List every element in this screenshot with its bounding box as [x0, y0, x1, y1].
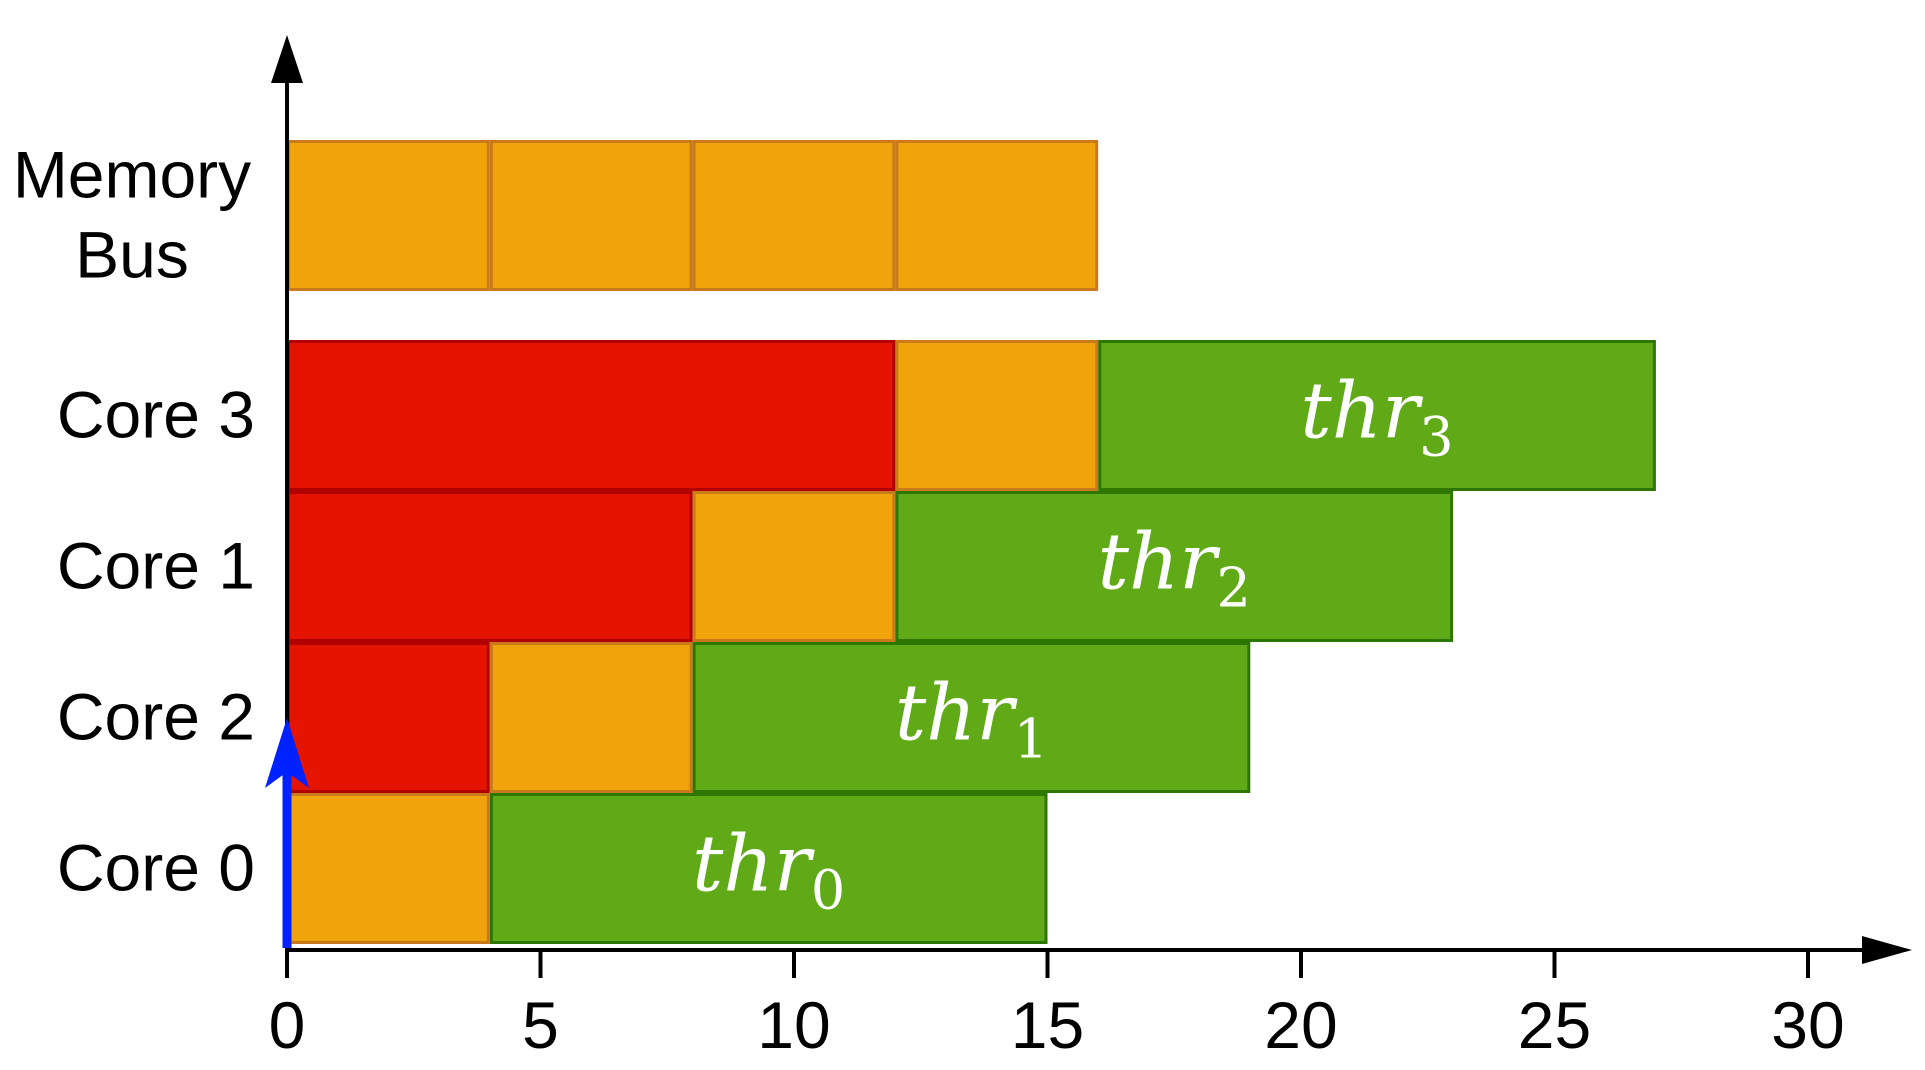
thread-label-subscript: 0 — [811, 859, 845, 922]
x-tick-label: 30 — [1771, 988, 1844, 1062]
compute-segment — [895, 491, 1454, 642]
y-axis-arrowhead — [271, 35, 303, 83]
lane-3: thr2 — [287, 491, 1454, 642]
thread-label-name: thr — [1300, 367, 1424, 457]
x-tick-label: 25 — [1518, 988, 1591, 1062]
x-tick-label: 0 — [269, 988, 306, 1062]
memory-segment — [287, 140, 490, 291]
x-tick-label: 10 — [757, 988, 830, 1062]
lane-2: thr3 — [287, 340, 1656, 491]
thread-label-subscript: 1 — [1014, 708, 1048, 771]
lane-label: Core 1 — [57, 529, 255, 603]
compute-segment — [489, 793, 1048, 944]
memory-segment — [895, 140, 1099, 291]
wait-segment — [287, 642, 490, 793]
memory-segment — [692, 140, 896, 291]
time-marker-arrowhead — [265, 718, 309, 788]
lane-label: Bus — [75, 218, 189, 292]
x-tick-label: 15 — [1011, 988, 1084, 1062]
memory-segment — [489, 642, 693, 793]
lane-label: Core 2 — [57, 680, 255, 754]
wait-segment — [287, 491, 693, 642]
x-axis-arrowhead — [1862, 936, 1912, 964]
thread-label: thr0 — [692, 820, 845, 922]
axes-layer — [265, 35, 1912, 978]
thread-label: thr3 — [1300, 367, 1453, 469]
memory-segment — [692, 491, 896, 642]
lane-label: Memory — [13, 138, 251, 212]
memory-segment — [489, 140, 693, 291]
x-tick-label: 5 — [522, 988, 559, 1062]
thread-label-subscript: 2 — [1217, 557, 1251, 620]
lane-1 — [287, 140, 1099, 291]
x-tick-label: 20 — [1264, 988, 1337, 1062]
compute-segment — [1098, 340, 1656, 491]
thread-label: thr2 — [1098, 518, 1251, 620]
memory-segment — [895, 340, 1099, 491]
thread-label-name: thr — [1098, 518, 1222, 608]
thread-label-name: thr — [692, 820, 816, 910]
lane-label: Core 3 — [57, 378, 255, 452]
lane-5: thr0 — [287, 793, 1048, 944]
lane-4: thr1 — [287, 642, 1251, 793]
wait-segment — [287, 340, 896, 491]
memory-segment — [287, 793, 490, 944]
thread-label: thr1 — [895, 669, 1048, 771]
compute-segment — [692, 642, 1251, 793]
lane-label: Core 0 — [57, 831, 255, 905]
thread-label-subscript: 3 — [1419, 406, 1453, 469]
thread-label-name: thr — [895, 669, 1019, 759]
